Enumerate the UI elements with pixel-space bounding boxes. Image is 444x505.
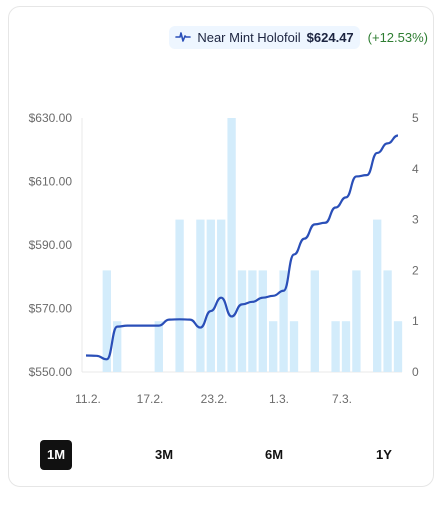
sales-bar (373, 219, 382, 372)
chart-legend: Near Mint Holofoil $624.47 (+12.53%) (169, 22, 428, 52)
tab-1y[interactable]: 1Y (376, 447, 392, 462)
sales-bar (227, 118, 236, 372)
y-right-tick-label: 2 (412, 263, 419, 277)
tab-6m[interactable]: 6M (264, 447, 284, 462)
x-tick-label: 7.3. (332, 392, 352, 406)
y-left-tick-label: $630.00 (29, 111, 73, 125)
price-line (85, 134, 399, 361)
y-left-tick-label: $590.00 (29, 238, 73, 252)
sales-bar (113, 321, 122, 372)
y-right-tick-label: 3 (412, 213, 419, 227)
sales-bar (289, 321, 299, 372)
tab-3m[interactable]: 3M (154, 447, 174, 462)
x-tick-label: 11.2. (75, 392, 101, 406)
sales-bar (206, 219, 215, 372)
sales-bar (393, 321, 403, 372)
x-tick-label: 23.2. (201, 392, 228, 406)
sales-bar (352, 270, 361, 372)
sales-bar (196, 219, 205, 372)
legend-price: $624.47 (306, 29, 354, 45)
sales-bar (310, 270, 319, 372)
range-tabs: 1M 3M 6M 1Y (40, 440, 424, 470)
y-left-tick-label: $610.00 (29, 175, 73, 189)
y-right-tick-label: 4 (412, 162, 419, 176)
sales-bar (217, 219, 226, 372)
legend-label: Near Mint Holofoil (197, 29, 301, 45)
sales-bar (269, 321, 278, 372)
x-tick-label: 17.2. (137, 392, 164, 406)
sales-bar (279, 270, 288, 372)
legend-series-pill[interactable]: Near Mint Holofoil $624.47 (169, 25, 360, 49)
y-left-tick-label: $570.00 (29, 302, 73, 316)
sales-bar (154, 321, 163, 372)
sales-bar (331, 321, 340, 372)
legend-change: (+12.53%) (367, 29, 428, 45)
sales-bar (341, 321, 351, 372)
sales-bar (102, 270, 111, 372)
y-right-tick-label: 5 (412, 111, 419, 125)
y-left-tick-label: $550.00 (29, 365, 73, 379)
y-right-tick-label: 1 (412, 314, 419, 328)
sales-bar (248, 270, 257, 372)
pulse-icon (175, 32, 192, 42)
x-tick-label: 1.3. (269, 392, 289, 406)
sales-bar (383, 270, 392, 372)
tab-1m[interactable]: 1M (40, 440, 72, 470)
sales-bar (258, 270, 267, 372)
sales-bar (175, 219, 184, 372)
sales-bar (237, 270, 247, 372)
y-right-tick-label: 0 (412, 365, 419, 379)
